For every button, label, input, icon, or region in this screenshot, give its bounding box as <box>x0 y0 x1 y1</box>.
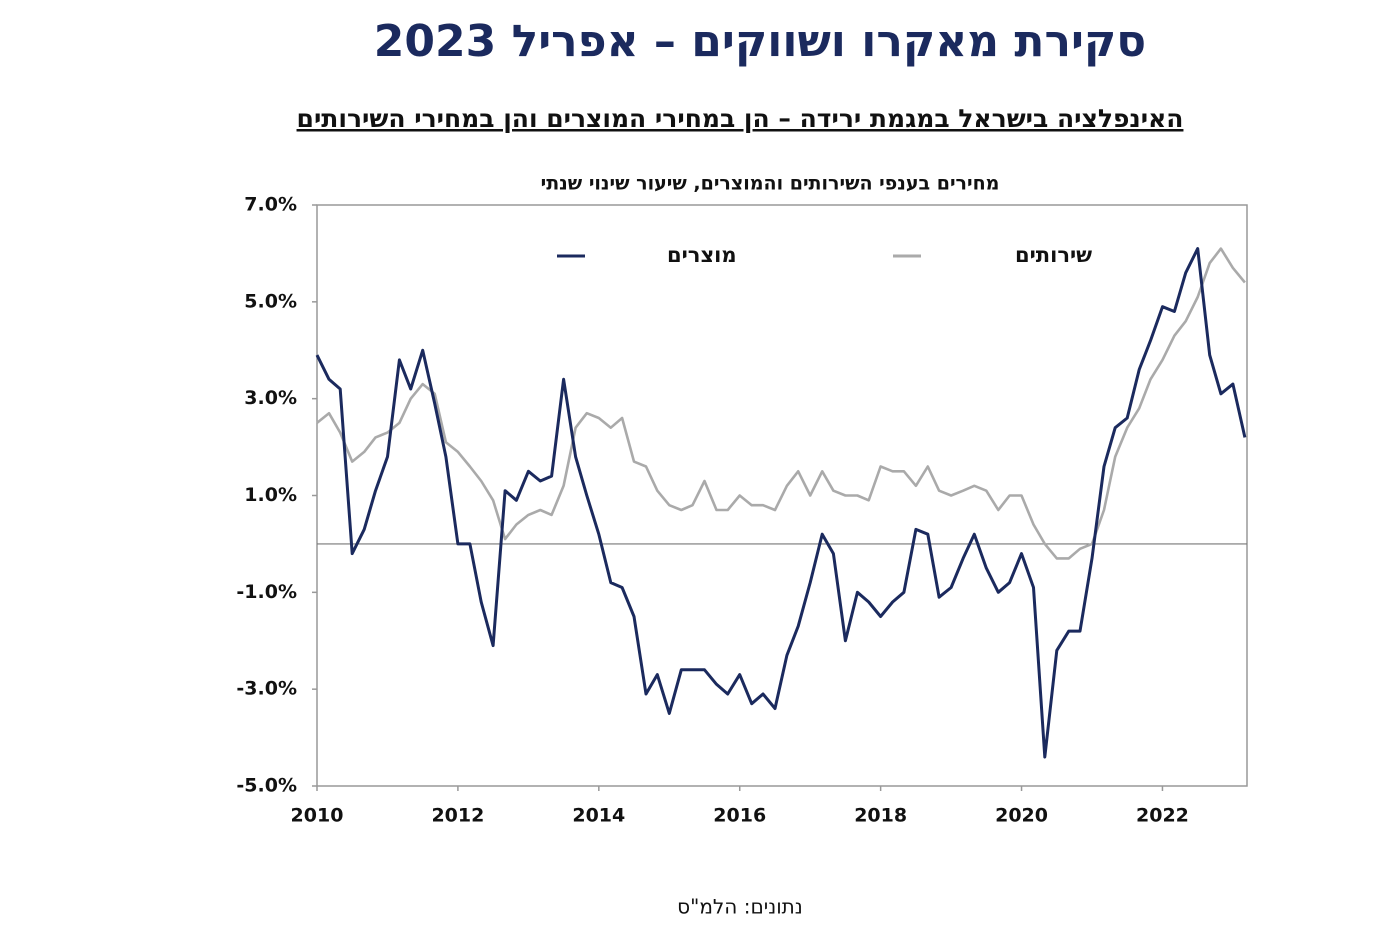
y-tick-label: 7.0% <box>244 194 297 216</box>
source-note: נתונים: הלמ"ס <box>677 895 803 919</box>
chart-title: מחירים בענפי השירותים והמוצרים, שיעור שי… <box>541 173 1000 195</box>
legend-label: שירותים <box>1015 243 1092 267</box>
y-tick-label: 1.0% <box>244 484 297 506</box>
y-tick-label: -1.0% <box>236 581 297 603</box>
x-tick-label: 2014 <box>572 805 625 827</box>
y-tick-label: -3.0% <box>236 678 297 700</box>
series-line <box>316 247 1246 560</box>
x-tick-label: 2018 <box>854 805 907 827</box>
x-tick-label: 2020 <box>995 805 1048 827</box>
y-tick-label: 5.0% <box>244 290 297 312</box>
x-tick-label: 2012 <box>431 805 484 827</box>
y-tick-label: -5.0% <box>236 775 297 797</box>
slide-subtitle: האינפלציה בישראל במגמת ירידה – הן במחירי… <box>297 104 1184 133</box>
series-line <box>315 247 1247 759</box>
x-tick-label: 2022 <box>1136 805 1189 827</box>
legend-label: מוצרים <box>667 243 737 267</box>
x-tick-label: 2016 <box>713 805 766 827</box>
slide-title: סקירת מאקרו ושווקים – אפריל 2023 <box>374 16 1146 67</box>
x-tick-label: 2010 <box>291 805 344 827</box>
y-tick-label: 3.0% <box>244 387 297 409</box>
